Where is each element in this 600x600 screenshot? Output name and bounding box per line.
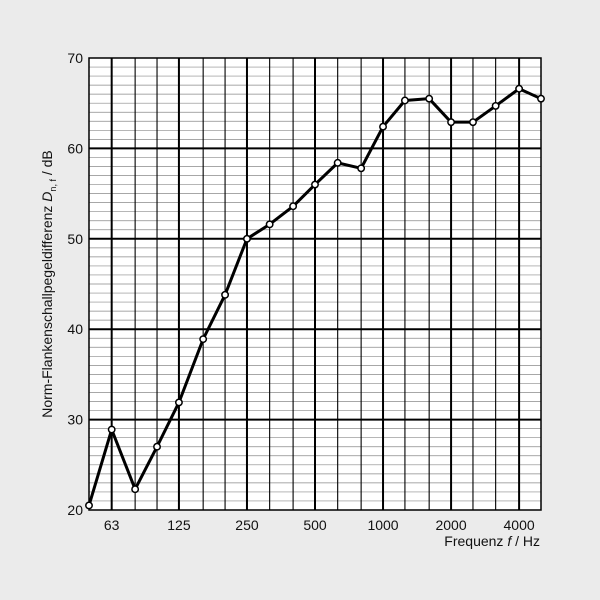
data-point: [174, 398, 183, 407]
data-point: [265, 220, 274, 229]
y-tick-label: 50: [67, 231, 83, 247]
data-point: [357, 164, 366, 173]
series-group: [85, 84, 545, 510]
y-tick-label: 30: [67, 412, 83, 428]
plot-frame: [88, 57, 542, 511]
x-tick-label: 63: [104, 517, 120, 533]
data-point: [85, 501, 93, 510]
data-point: [379, 122, 387, 131]
data-point: [199, 335, 208, 344]
data-point: [491, 101, 500, 110]
x-tick-label: 125: [167, 517, 191, 533]
y-tick-label: 70: [67, 50, 83, 66]
data-point: [221, 290, 230, 299]
x-tick-labels: 63 125 250 500 1000 2000 4000: [104, 517, 535, 533]
x-tick-label: 4000: [504, 517, 535, 533]
x-tick-label: 2000: [435, 517, 466, 533]
data-point: [289, 202, 298, 211]
data-point: [107, 425, 116, 434]
x-axis-label: Frequenz f / Hz: [444, 533, 540, 549]
data-point: [243, 234, 251, 243]
y-axis-label: Norm-Flankenschallpegeldifferenz Dn, f /…: [39, 150, 58, 418]
y-tick-label: 20: [67, 502, 83, 518]
data-point: [425, 94, 434, 103]
data-point: [131, 485, 140, 494]
data-point: [153, 442, 161, 451]
x-tick-label: 500: [303, 517, 327, 533]
data-point: [447, 118, 456, 127]
y-tick-labels: 20 30 40 50 60 70: [67, 50, 83, 518]
x-tick-label: 250: [235, 517, 259, 533]
data-point: [515, 84, 524, 93]
data-point: [469, 118, 477, 127]
x-tick-label: 1000: [367, 517, 398, 533]
y-tick-label: 60: [67, 140, 83, 156]
data-point: [537, 94, 545, 103]
data-point: [333, 158, 342, 167]
y-tick-label: 40: [67, 321, 83, 337]
data-point: [400, 96, 409, 105]
data-point: [311, 180, 319, 189]
